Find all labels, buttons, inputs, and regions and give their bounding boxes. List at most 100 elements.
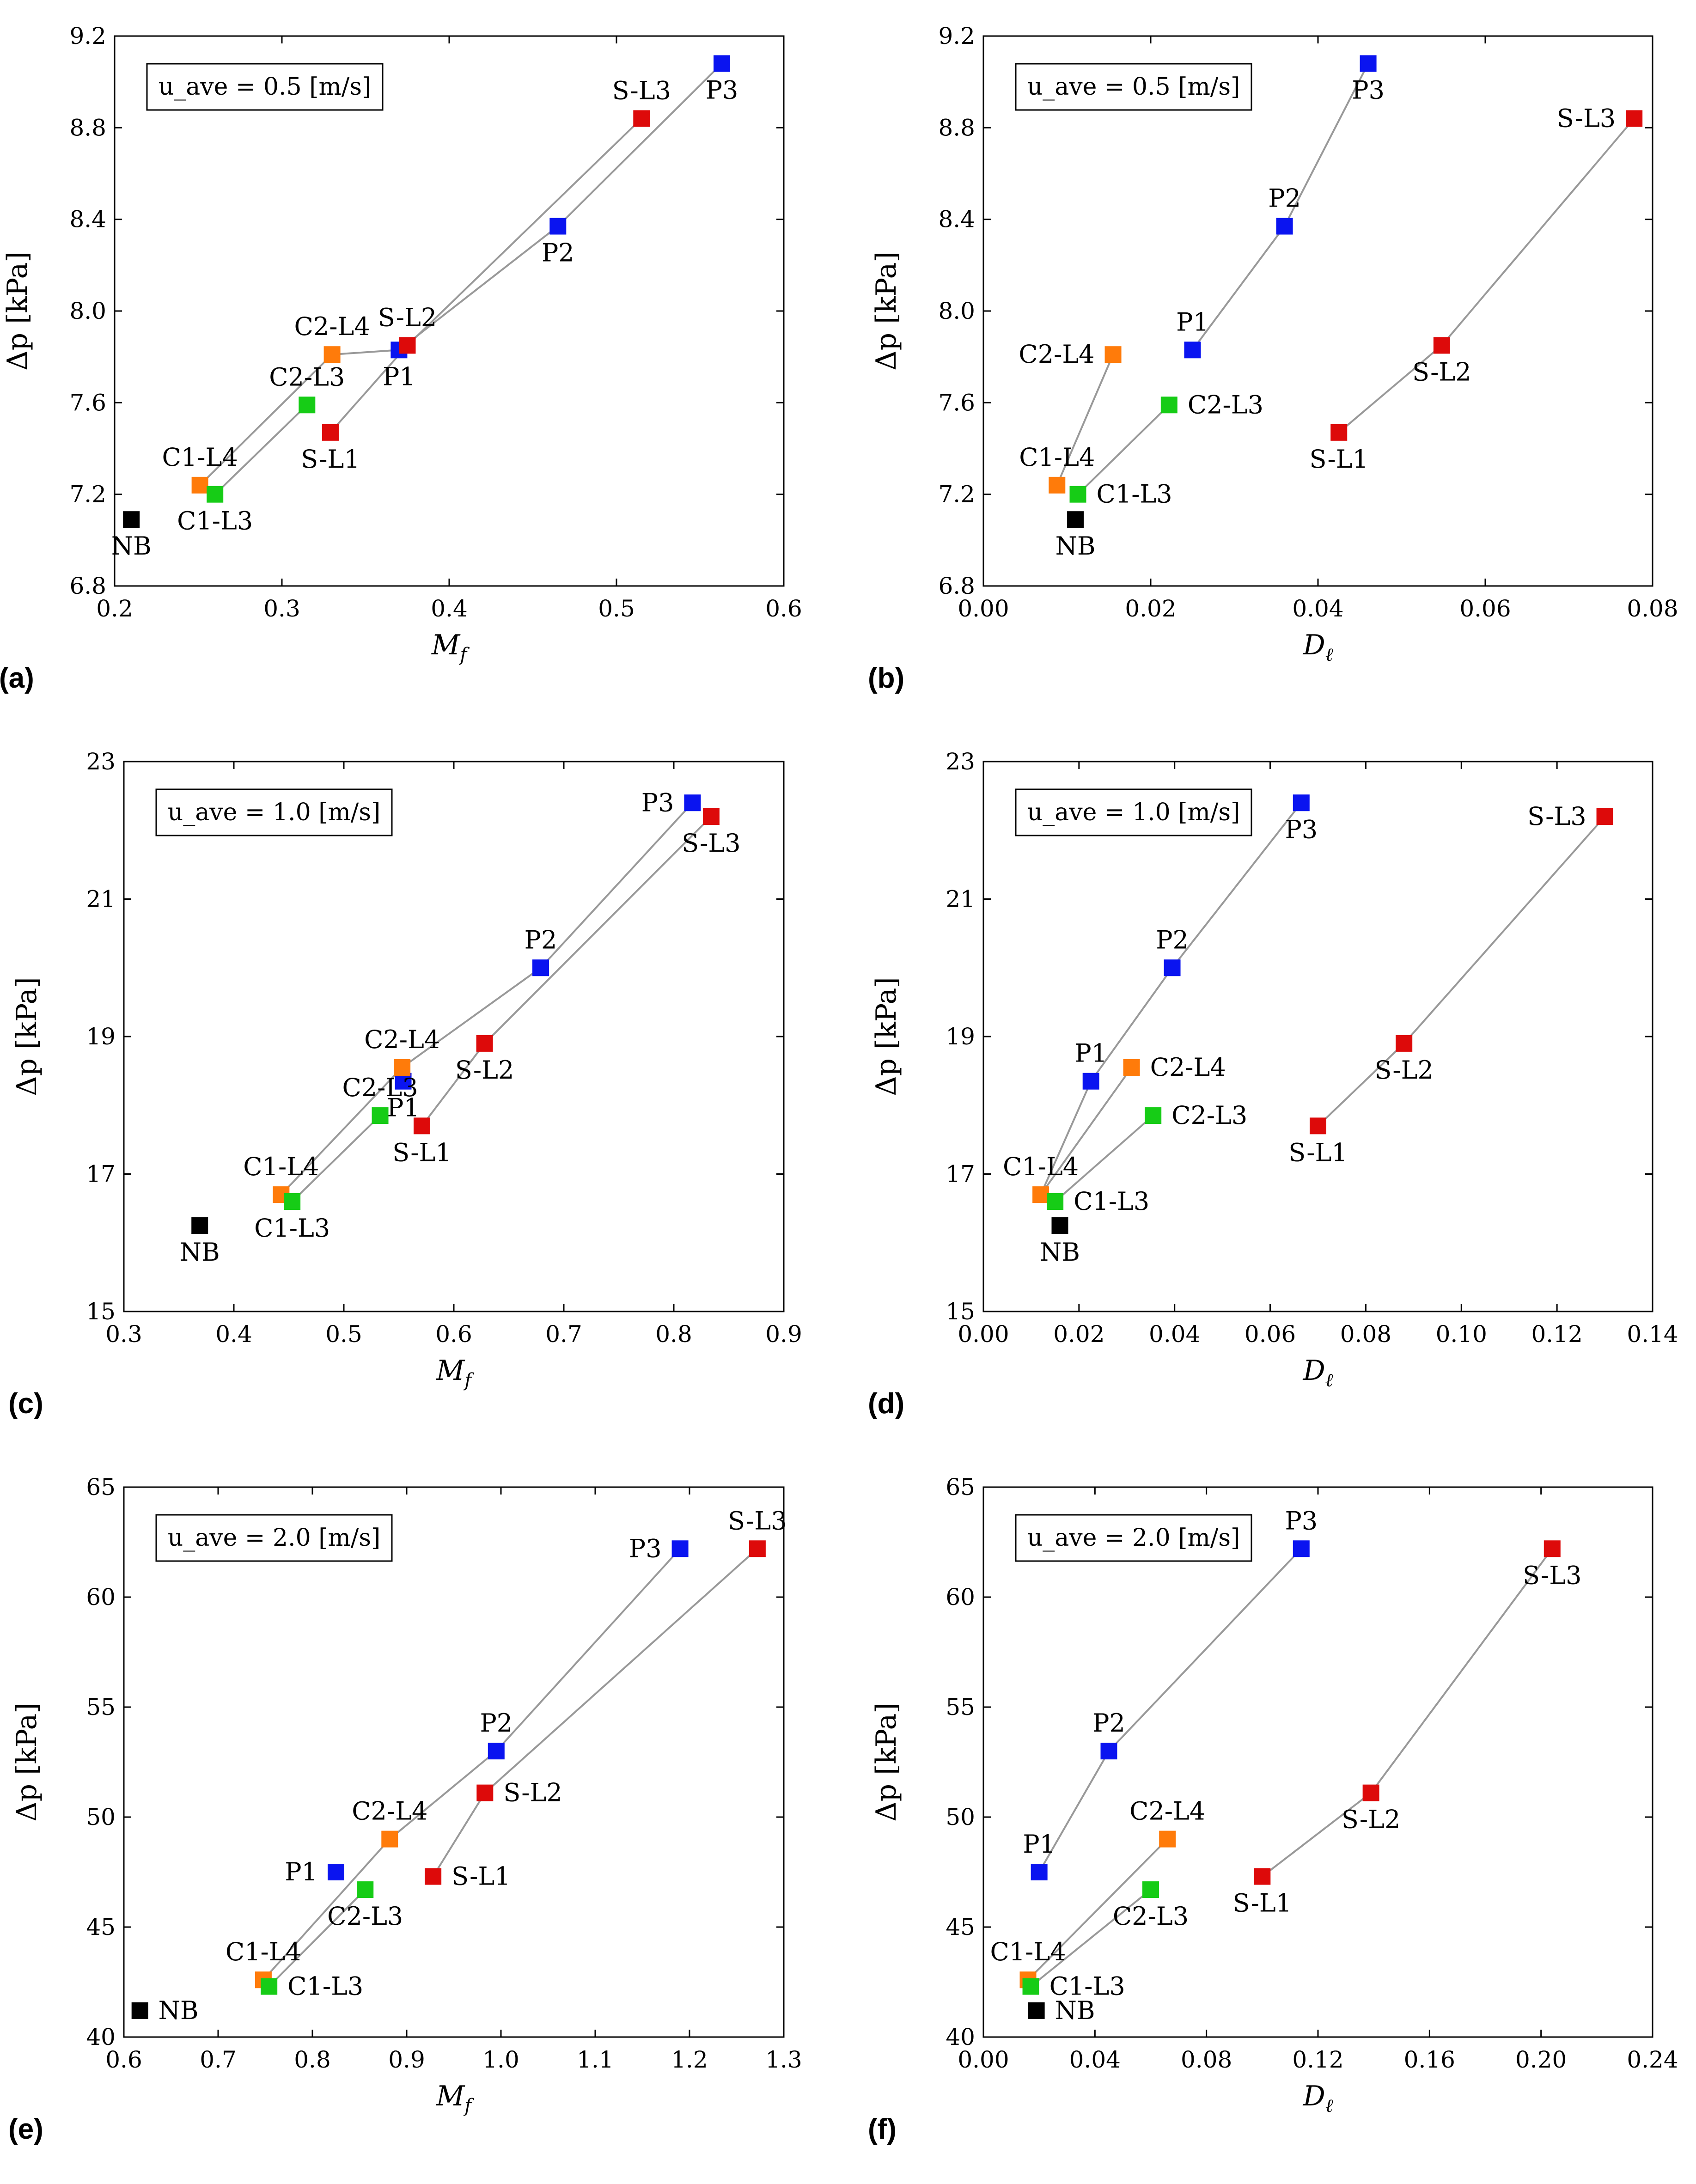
x-tick-label: 0.04 <box>1069 2046 1121 2073</box>
series-line <box>1030 1889 1152 1988</box>
data-point-c1-l4 <box>1049 476 1066 494</box>
y-tick-label: 8.8 <box>938 114 975 141</box>
panel-label: (d) <box>868 1388 904 1420</box>
y-tick-label: 7.6 <box>938 389 975 416</box>
point-label: P1 <box>1074 1039 1107 1068</box>
data-point-c1-l3 <box>207 486 224 503</box>
point-label: S-L1 <box>1288 1138 1347 1167</box>
point-label: P3 <box>1285 1506 1318 1535</box>
series-line <box>1077 404 1170 495</box>
data-point-nb <box>191 1217 208 1234</box>
data-point-p2 <box>1164 959 1181 976</box>
data-point-c2-l3 <box>372 1107 389 1124</box>
data-point-c2-l4 <box>1159 1830 1176 1848</box>
point-label: C1-L3 <box>254 1214 330 1243</box>
point-label: P1 <box>1176 307 1209 336</box>
x-tick-label: 1.0 <box>482 2046 519 2073</box>
series-line <box>262 1548 681 1981</box>
y-tick-label: 19 <box>86 1023 116 1050</box>
y-tick-label: 17 <box>86 1161 116 1188</box>
velocity-annotation-box <box>155 788 393 836</box>
point-label: S-L1 <box>392 1138 451 1167</box>
series-line <box>291 1115 381 1202</box>
data-point-c2-l4 <box>394 1059 411 1076</box>
x-tick-label: 0.9 <box>388 2046 425 2073</box>
y-tick-label: 65 <box>86 1474 116 1501</box>
data-point-p3 <box>1360 55 1377 72</box>
point-label: C1-L3 <box>177 506 253 536</box>
data-point-s-l1 <box>1310 1117 1326 1135</box>
point-label: C2-L3 <box>1188 390 1263 419</box>
data-point-s-l3 <box>702 808 720 825</box>
series-line <box>1056 354 1114 486</box>
y-tick-label: 6.8 <box>938 573 975 599</box>
series-line <box>1054 1115 1154 1202</box>
series-line <box>1040 1067 1133 1196</box>
x-tick-label: 0.08 <box>1340 1321 1391 1348</box>
y-axis-label: Δp [kPa] <box>1 251 34 370</box>
data-point-c2-l3 <box>1145 1107 1162 1124</box>
y-tick-label: 7.2 <box>938 481 975 508</box>
x-tick-label: 0.04 <box>1292 595 1343 622</box>
chart-panel-6: 0.00 0.04 0.08 0.12 0.16 0.20 0.24 40 45 50 55 60 65… <box>868 1474 1678 2145</box>
data-point-c2-l3 <box>357 1881 374 1898</box>
data-point-p1 <box>1031 1864 1048 1880</box>
series-line <box>1317 816 1606 1127</box>
y-tick-label: 65 <box>946 1474 975 1501</box>
data-point-s-l3 <box>1596 808 1613 825</box>
x-tick-label: 0.6 <box>105 2046 142 2073</box>
y-tick-label: 60 <box>86 1584 116 1611</box>
point-label: NB <box>111 531 152 561</box>
x-tick-label: 0.08 <box>1627 595 1678 622</box>
point-label: C1-L4 <box>226 1937 301 1966</box>
velocity-annotation-text: u_ave = 1.0 [m/s] <box>1027 799 1240 826</box>
x-tick-label: 0.3 <box>263 595 300 622</box>
x-tick-label: 0.12 <box>1292 2046 1343 2073</box>
data-point-p1 <box>328 1864 344 1880</box>
point-label: C2-L3 <box>269 362 345 391</box>
data-point-p3 <box>1293 794 1310 811</box>
y-tick-label: 55 <box>86 1694 116 1720</box>
data-point-s-l1 <box>1254 1868 1271 1885</box>
point-label: P2 <box>1092 1708 1125 1738</box>
point-label: C1-L3 <box>1049 1972 1125 2001</box>
point-label: C1-L4 <box>162 443 238 472</box>
point-label: C1-L4 <box>1003 1152 1079 1181</box>
data-point-p2 <box>1100 1743 1117 1760</box>
point-label: S-L1 <box>451 1862 510 1891</box>
x-axis-label: Dℓ <box>1303 1354 1333 1391</box>
point-label: P2 <box>480 1708 512 1738</box>
chart-panel-1: 0.2 0.3 0.4 0.5 0.6 6.8 7.2 7.6 8.0 8.4 8.8 9.2 Mf Δp… <box>0 23 802 694</box>
data-point-p3 <box>1293 1540 1310 1557</box>
x-tick-label: 0.04 <box>1149 1321 1200 1348</box>
point-label: C2-L3 <box>1113 1902 1189 1931</box>
y-axis-label: Δp [kPa] <box>11 977 43 1096</box>
panel-label: (c) <box>8 1388 43 1420</box>
data-point-p1 <box>1082 1073 1099 1090</box>
axes-frame <box>123 1486 785 2038</box>
data-point-nb <box>1028 2002 1045 2019</box>
data-point-p3 <box>684 794 701 811</box>
point-label: C2-L3 <box>342 1073 418 1102</box>
x-tick-label: 0.02 <box>1125 595 1176 622</box>
data-point-p2 <box>532 959 549 976</box>
x-tick-label: 0.06 <box>1245 1321 1296 1348</box>
x-tick-label: 0.14 <box>1627 1321 1678 1348</box>
point-label: NB <box>1055 1996 1095 2025</box>
x-tick-label: 0.6 <box>435 1321 472 1348</box>
data-point-s-l2 <box>1396 1035 1413 1052</box>
panel-label: (a) <box>0 662 34 694</box>
data-point-p2 <box>1276 218 1293 235</box>
y-tick-label: 15 <box>86 1298 116 1325</box>
point-label: NB <box>180 1238 220 1267</box>
y-axis-label: Δp [kPa] <box>870 1702 903 1821</box>
chart-panel-3: 0.3 0.4 0.5 0.6 0.7 0.8 0.9 15 17 19 21 23 Mf Δp [kPa… <box>8 748 802 1420</box>
data-point-p2 <box>549 218 567 235</box>
point-label: S-L1 <box>1310 445 1368 474</box>
y-tick-label: 7.2 <box>69 481 106 508</box>
point-label: P1 <box>1023 1830 1055 1859</box>
series-line <box>280 802 693 1196</box>
y-axis-label: Δp [kPa] <box>11 1702 43 1821</box>
y-tick-label: 7.6 <box>69 389 106 416</box>
